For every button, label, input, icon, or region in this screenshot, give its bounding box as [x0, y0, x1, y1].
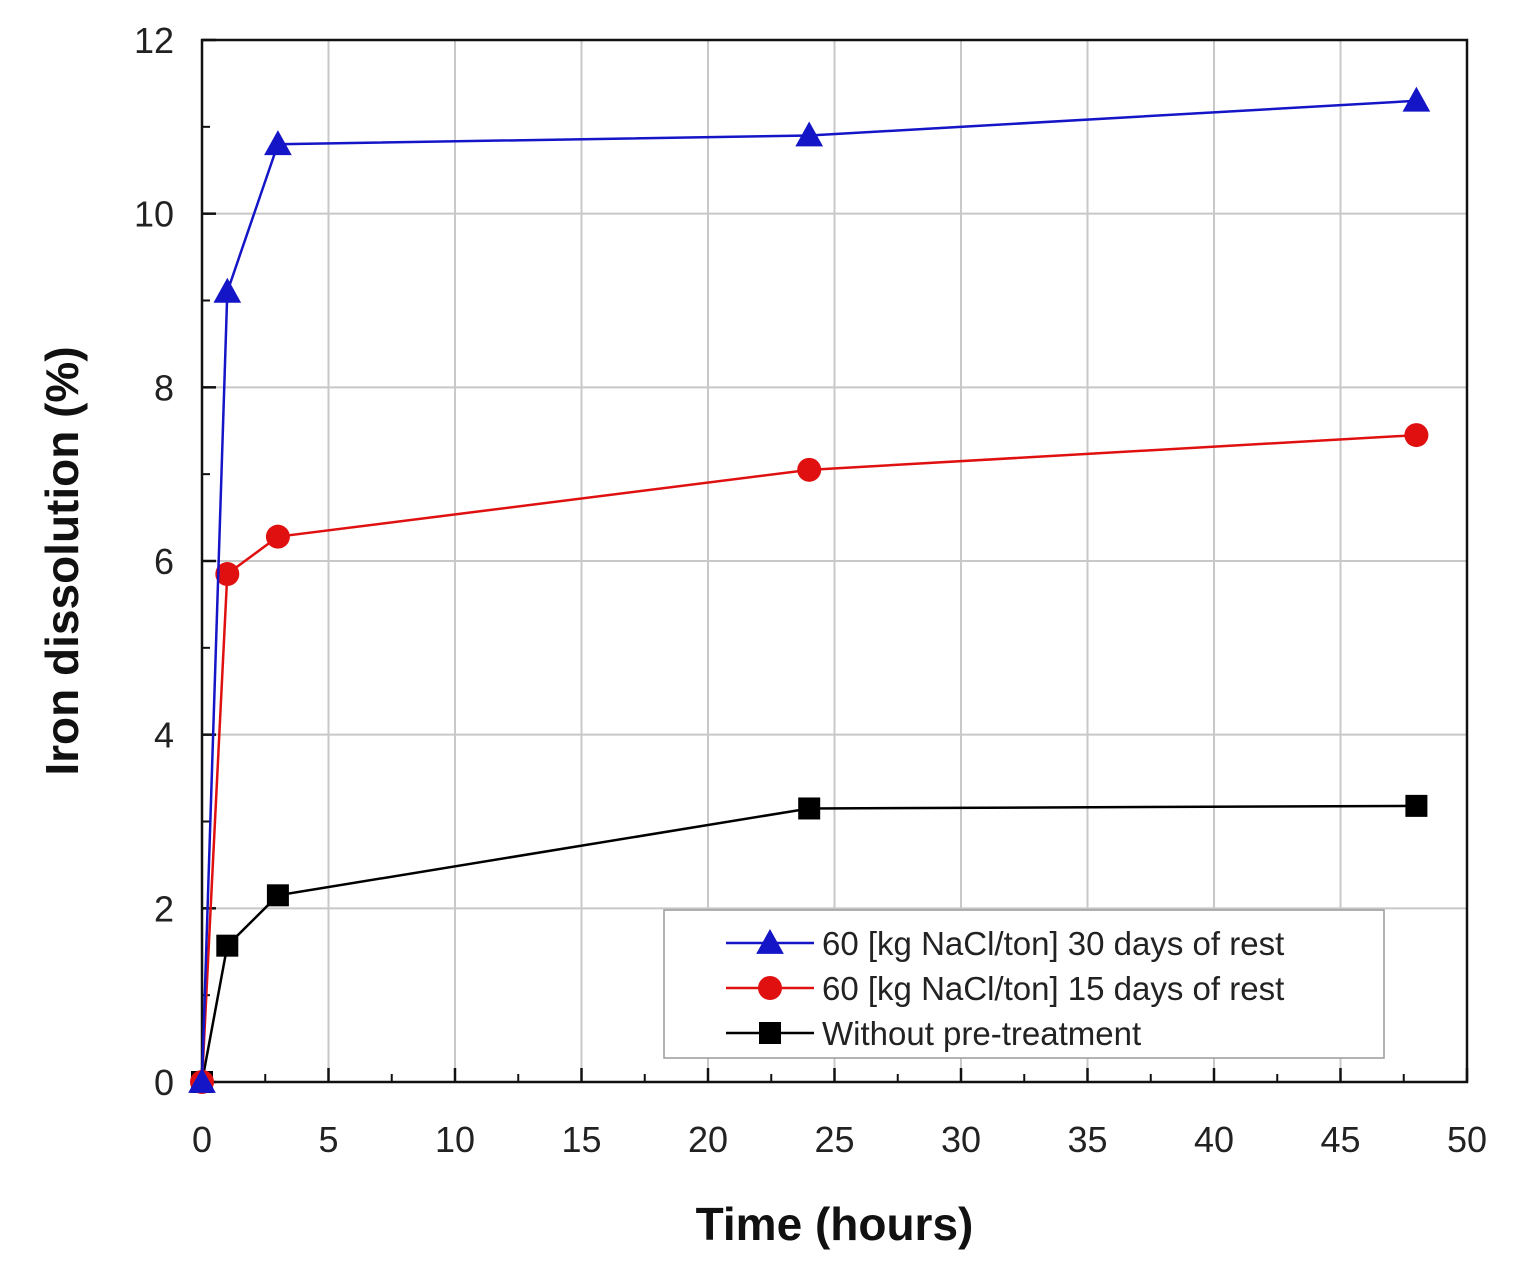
- data-point: [1404, 423, 1429, 448]
- y-tick-label: 4: [154, 715, 174, 756]
- legend-label: Without pre-treatment: [822, 1015, 1141, 1052]
- series-layer: [188, 86, 1431, 1094]
- x-tick-label: 50: [1447, 1119, 1487, 1160]
- legend-item: 60 [kg NaCl/ton] 30 days of rest: [726, 925, 1284, 962]
- data-point: [266, 884, 289, 907]
- x-tick-label: 15: [561, 1119, 601, 1160]
- y-axis-title: Iron dissolution (%): [36, 346, 88, 775]
- data-point: [188, 1067, 216, 1093]
- major-ticks: [200, 38, 1469, 1084]
- data-point: [213, 277, 242, 303]
- y-tick-labels: 0 2 4 6 8 10 12: [134, 20, 174, 1103]
- y-tick-label: 6: [154, 541, 174, 582]
- legend-item: Without pre-treatment: [726, 1015, 1141, 1052]
- x-tick-label: 45: [1320, 1119, 1360, 1160]
- legend-marker: [758, 976, 782, 1000]
- data-point: [797, 457, 822, 482]
- data-point: [1402, 86, 1431, 112]
- legend-label: 60 [kg NaCl/ton] 15 days of rest: [822, 970, 1284, 1007]
- x-tick-label: 10: [435, 1119, 475, 1160]
- legend-marker: [759, 1022, 781, 1044]
- y-tick-label: 0: [154, 1062, 174, 1103]
- data-point: [216, 934, 239, 957]
- y-tick-label: 12: [134, 20, 174, 61]
- legend-marker: [756, 928, 784, 954]
- y-tick-label: 2: [154, 888, 174, 929]
- y-tick-label: 8: [154, 367, 174, 408]
- x-tick-label: 35: [1067, 1119, 1107, 1160]
- x-tick-label: 25: [814, 1119, 854, 1160]
- data-point: [1405, 794, 1428, 817]
- data-point: [264, 130, 292, 156]
- grid-lines: [202, 40, 1467, 1082]
- x-tick-labels: 0 5 10 15 20 25 30 35 40 45 50: [192, 1119, 1487, 1160]
- data-point: [798, 797, 821, 820]
- data-point: [795, 121, 824, 147]
- series-triangle: [188, 86, 1431, 1093]
- x-tick-label: 5: [318, 1119, 338, 1160]
- legend-item: 60 [kg NaCl/ton] 15 days of rest: [726, 970, 1284, 1007]
- y-tick-label: 10: [134, 194, 174, 235]
- x-tick-label: 30: [941, 1119, 981, 1160]
- data-point: [215, 562, 240, 587]
- x-tick-label: 0: [192, 1119, 212, 1160]
- legend-label: 60 [kg NaCl/ton] 30 days of rest: [822, 925, 1284, 962]
- data-point: [265, 524, 290, 549]
- x-tick-label: 20: [688, 1119, 728, 1160]
- legend: 60 [kg NaCl/ton] 30 days of rest 60 [kg N…: [663, 909, 1385, 1059]
- x-tick-label: 40: [1194, 1119, 1234, 1160]
- x-axis-title: Time (hours): [696, 1198, 974, 1250]
